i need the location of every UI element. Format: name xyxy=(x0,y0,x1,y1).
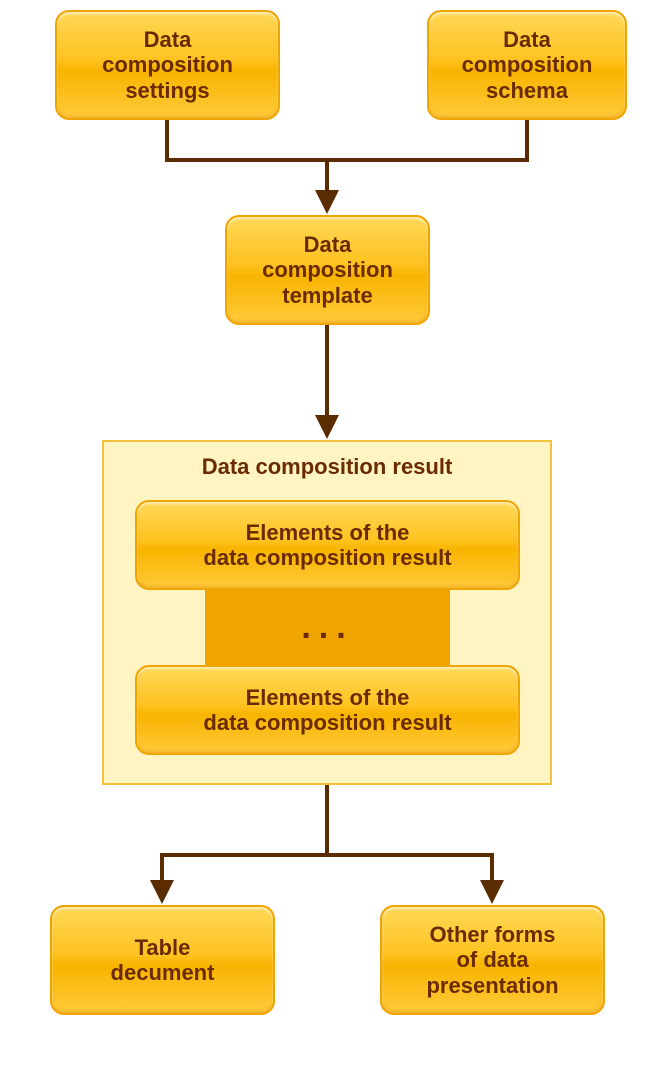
node-settings: Data composition settings xyxy=(55,10,280,120)
node-template: Data composition template xyxy=(225,215,430,325)
node-schema: Data composition schema xyxy=(427,10,627,120)
result-container-title: Data composition result xyxy=(102,454,552,480)
ellipsis-icon: ... xyxy=(278,608,378,647)
node-elements-1: Elements of the data composition result xyxy=(135,500,520,590)
node-other-forms: Other forms of data presentation xyxy=(380,905,605,1015)
node-table-document: Table decument xyxy=(50,905,275,1015)
node-elements-2: Elements of the data composition result xyxy=(135,665,520,755)
